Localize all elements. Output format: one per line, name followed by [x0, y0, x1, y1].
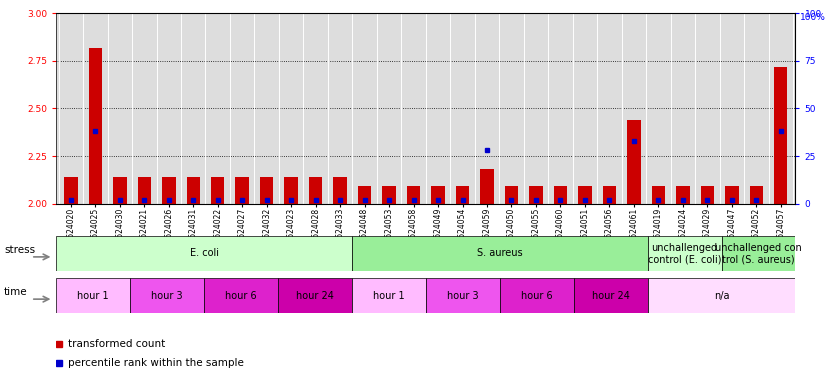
Text: S. aureus: S. aureus — [477, 248, 523, 258]
Bar — [88, 48, 102, 204]
Bar — [676, 186, 690, 204]
Bar — [426, 278, 500, 313]
Text: E. coli: E. coli — [189, 248, 219, 258]
Text: hour 1: hour 1 — [78, 291, 109, 301]
Text: transformed count: transformed count — [68, 339, 165, 349]
Text: hour 3: hour 3 — [447, 291, 478, 301]
Bar — [382, 186, 396, 204]
Text: stress: stress — [4, 245, 36, 255]
Bar — [407, 186, 420, 204]
Bar — [480, 169, 494, 204]
Bar — [774, 67, 787, 204]
Text: 100%: 100% — [800, 13, 825, 22]
Bar — [352, 278, 426, 313]
Bar — [574, 278, 648, 313]
Bar — [56, 236, 352, 271]
Bar — [603, 186, 616, 204]
Text: n/a: n/a — [714, 291, 729, 301]
Bar — [500, 278, 574, 313]
Bar — [284, 177, 298, 204]
Text: hour 1: hour 1 — [373, 291, 405, 301]
Bar — [278, 278, 352, 313]
Text: percentile rank within the sample: percentile rank within the sample — [68, 358, 244, 368]
Text: unchallenged
control (E. coli): unchallenged control (E. coli) — [648, 243, 721, 264]
Bar — [553, 186, 567, 204]
Bar — [334, 177, 347, 204]
Bar — [505, 186, 518, 204]
Bar — [260, 177, 273, 204]
Bar — [652, 186, 665, 204]
Bar — [352, 236, 648, 271]
Bar — [138, 177, 151, 204]
Bar — [358, 186, 372, 204]
Bar — [456, 186, 469, 204]
Bar — [725, 186, 738, 204]
Bar — [431, 186, 444, 204]
Bar — [578, 186, 591, 204]
Bar — [648, 278, 795, 313]
Bar — [648, 236, 722, 271]
Text: hour 6: hour 6 — [521, 291, 553, 301]
Bar — [113, 177, 126, 204]
Bar — [131, 278, 204, 313]
Bar — [749, 186, 763, 204]
Bar — [235, 177, 249, 204]
Bar — [204, 278, 278, 313]
Bar — [722, 236, 795, 271]
Bar — [56, 278, 131, 313]
Text: unchallenged con
trol (S. aureus): unchallenged con trol (S. aureus) — [715, 243, 802, 264]
Bar — [162, 177, 175, 204]
Bar — [187, 177, 200, 204]
Bar — [211, 177, 225, 204]
Text: hour 24: hour 24 — [591, 291, 629, 301]
Text: hour 6: hour 6 — [225, 291, 257, 301]
Text: hour 24: hour 24 — [296, 291, 334, 301]
Text: hour 3: hour 3 — [151, 291, 183, 301]
Bar — [700, 186, 714, 204]
Text: time: time — [4, 287, 28, 297]
Bar — [529, 186, 543, 204]
Bar — [64, 177, 78, 204]
Bar — [627, 120, 641, 204]
Bar — [309, 177, 322, 204]
